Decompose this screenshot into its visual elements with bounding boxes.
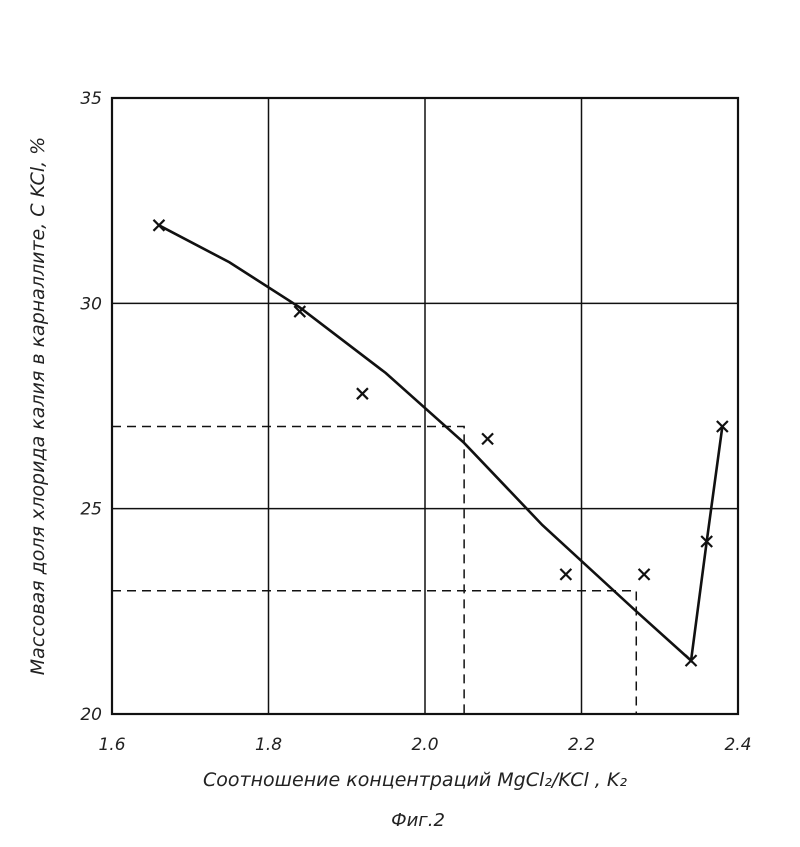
data-point (153, 220, 164, 231)
data-markers (153, 220, 727, 666)
x-tick-label: 2.0 (411, 735, 438, 755)
data-point (357, 388, 368, 399)
x-tick-label: 1.8 (255, 735, 282, 755)
y-axis-title: Массовая доля хлорида калия в карналлите… (27, 137, 49, 675)
reference-line (112, 591, 636, 714)
reference-line (112, 427, 464, 714)
x-tick-label: 1.6 (98, 735, 125, 755)
figure-caption: Фиг.2 (391, 810, 445, 831)
x-axis-title: Соотношение концентраций MgCl₂/KCl , K₂ (203, 769, 627, 791)
reference-lines (112, 427, 636, 714)
x-tick-label: 2.2 (568, 735, 595, 755)
y-tick-labels: 20 25 30 35 (80, 89, 102, 725)
y-tick-label: 20 (80, 705, 102, 725)
series-curve (159, 225, 722, 660)
y-tick-label: 25 (80, 500, 102, 520)
y-tick-label: 35 (80, 89, 102, 109)
x-tick-label: 2.4 (724, 735, 751, 755)
data-point (482, 433, 493, 444)
x-tick-labels: 1.6 1.8 2.0 2.2 2.4 (98, 735, 751, 755)
y-tick-label: 30 (80, 294, 102, 314)
chart-grid (112, 98, 738, 714)
data-point (560, 569, 571, 580)
data-point (639, 569, 650, 580)
